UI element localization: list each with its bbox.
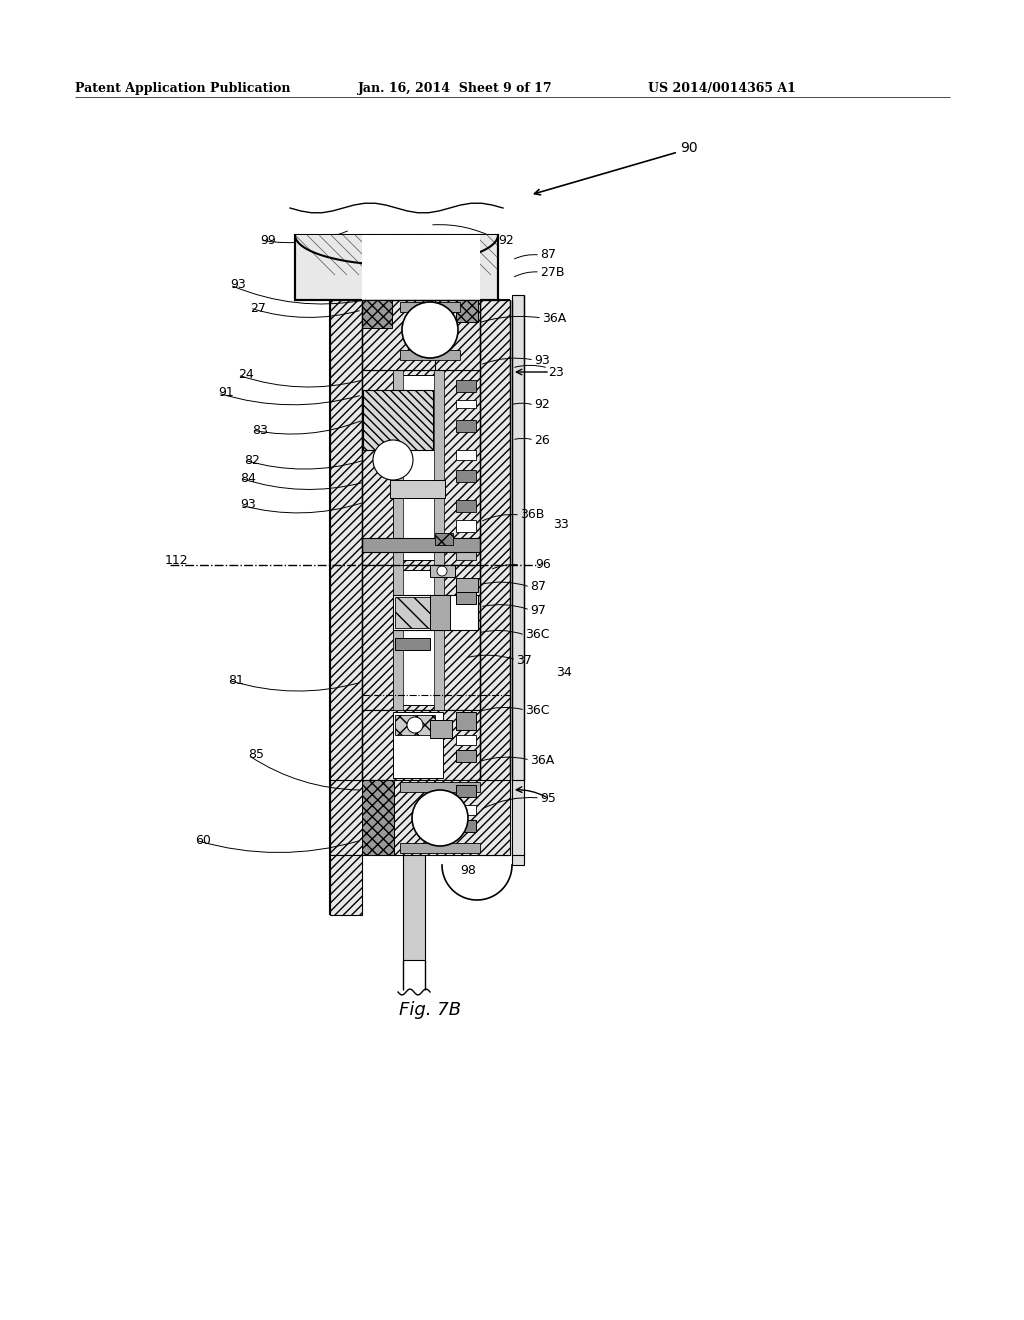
Bar (456, 785, 476, 797)
Bar (456, 591, 476, 605)
Text: 27: 27 (250, 301, 266, 314)
Text: 95: 95 (540, 792, 556, 804)
Text: 34: 34 (556, 665, 571, 678)
Bar (456, 420, 476, 432)
Text: US 2014/0014365 A1: US 2014/0014365 A1 (648, 82, 796, 95)
Bar (362, 300, 392, 327)
Bar (456, 805, 476, 814)
Text: 36C: 36C (525, 628, 550, 642)
Bar (456, 380, 476, 392)
Bar (393, 595, 478, 630)
Text: 92: 92 (498, 234, 514, 247)
Bar (362, 300, 437, 370)
Bar (362, 780, 394, 855)
Text: 60: 60 (195, 833, 211, 846)
Text: 93: 93 (230, 279, 246, 292)
Text: 81: 81 (228, 673, 244, 686)
Bar (362, 539, 480, 552)
Bar (456, 820, 476, 832)
Bar (362, 389, 433, 450)
Bar (456, 450, 476, 459)
Bar (400, 843, 480, 853)
Text: 27B: 27B (540, 265, 564, 279)
Text: 36C: 36C (525, 704, 550, 717)
Bar (393, 370, 403, 565)
Text: 87: 87 (540, 248, 556, 261)
Bar (456, 520, 476, 532)
Bar (435, 300, 480, 370)
Circle shape (373, 440, 413, 480)
Bar (480, 300, 510, 855)
Bar (430, 719, 452, 738)
Bar (393, 711, 443, 777)
Text: 85: 85 (248, 748, 264, 762)
Text: 97: 97 (530, 603, 546, 616)
Text: 36A: 36A (530, 754, 554, 767)
Bar (395, 715, 435, 735)
Bar (362, 235, 480, 300)
Bar (400, 781, 480, 792)
Text: 92: 92 (534, 399, 550, 412)
Bar (403, 855, 425, 960)
Bar (393, 565, 403, 710)
Bar (456, 539, 476, 560)
Bar (434, 565, 444, 710)
Bar (512, 294, 524, 865)
Text: 91: 91 (218, 387, 233, 400)
Bar (435, 533, 453, 545)
Bar (456, 500, 476, 512)
Bar (430, 565, 455, 577)
Text: 96: 96 (535, 558, 551, 572)
Bar (393, 375, 443, 560)
Text: Fig. 7B: Fig. 7B (399, 1001, 461, 1019)
Bar (400, 350, 460, 360)
Text: 36A: 36A (542, 312, 566, 325)
Bar (362, 565, 480, 710)
Bar (456, 578, 478, 591)
Text: 37: 37 (516, 653, 531, 667)
Text: 33: 33 (553, 519, 568, 532)
Bar (456, 750, 476, 762)
Text: 82: 82 (244, 454, 260, 466)
Bar (295, 235, 498, 300)
Text: 93: 93 (534, 354, 550, 367)
Text: 112: 112 (165, 553, 188, 566)
Bar (362, 710, 480, 780)
Text: 26: 26 (534, 433, 550, 446)
Bar (456, 400, 476, 408)
Bar (456, 470, 476, 482)
Bar (395, 638, 430, 649)
Text: 23: 23 (548, 366, 564, 379)
Text: Jan. 16, 2014  Sheet 9 of 17: Jan. 16, 2014 Sheet 9 of 17 (358, 82, 553, 95)
Circle shape (407, 717, 423, 733)
Bar (362, 370, 480, 565)
Bar (456, 735, 476, 744)
Text: 99: 99 (260, 234, 275, 247)
Text: 98: 98 (460, 863, 476, 876)
Bar (456, 300, 478, 322)
Bar (430, 595, 450, 630)
Bar (330, 855, 362, 915)
Bar (434, 370, 444, 565)
Text: 93: 93 (240, 499, 256, 511)
Bar (395, 597, 435, 628)
Bar (390, 480, 445, 498)
Bar (393, 570, 443, 705)
Circle shape (412, 789, 468, 846)
Circle shape (437, 566, 447, 576)
Bar (400, 302, 460, 312)
Text: 90: 90 (680, 141, 697, 154)
Circle shape (402, 302, 458, 358)
Text: 84: 84 (240, 471, 256, 484)
Bar (456, 711, 476, 730)
Text: 87: 87 (530, 581, 546, 594)
Bar (330, 780, 510, 855)
Bar (512, 780, 524, 855)
Bar (330, 300, 362, 855)
Text: 36B: 36B (520, 508, 545, 521)
Text: Patent Application Publication: Patent Application Publication (75, 82, 291, 95)
Text: 83: 83 (252, 424, 268, 437)
Text: 24: 24 (238, 368, 254, 381)
